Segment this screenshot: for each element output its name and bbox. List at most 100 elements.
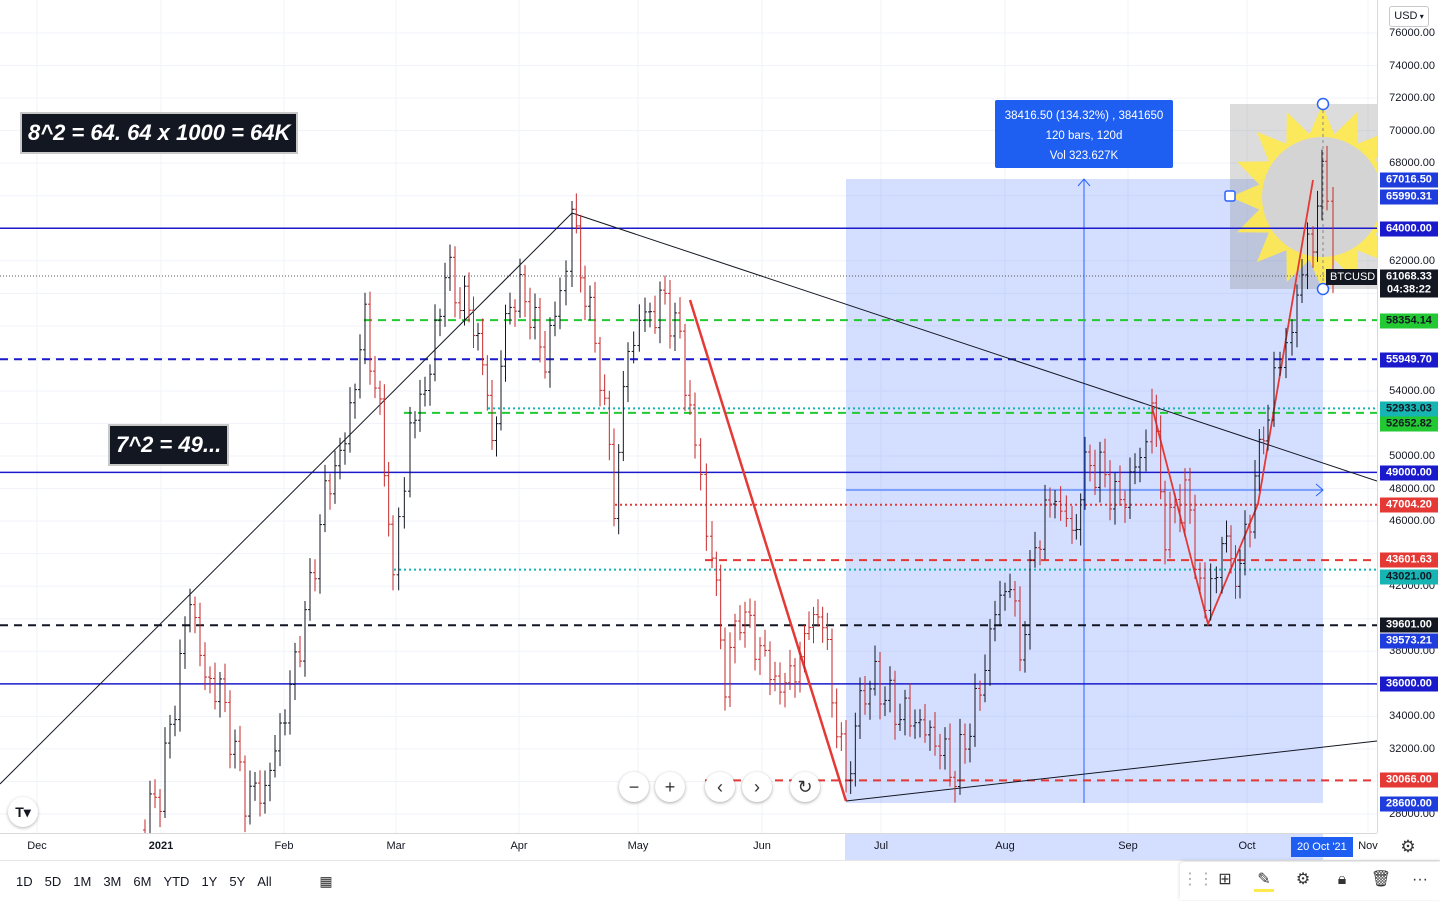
timeframe-button-ytd[interactable]: YTD xyxy=(163,874,190,889)
price-tag: 30066.00 xyxy=(1380,772,1438,788)
time-label: Sep xyxy=(1118,840,1138,852)
price-tag: 43021.00 xyxy=(1380,569,1438,585)
drawing-toolbar xyxy=(1180,862,1440,900)
timeframe-button-5y[interactable]: 5Y xyxy=(229,874,246,889)
price-tick-label: 54000.00 xyxy=(1389,384,1435,397)
price-tag: 65990.31 xyxy=(1380,189,1438,205)
calendar-icon: ▦ xyxy=(319,873,333,889)
timeframe-button-all[interactable]: All xyxy=(257,874,272,889)
currency-selector[interactable]: USD ▾ xyxy=(1389,6,1429,27)
template-button[interactable]: ⊞ xyxy=(1212,868,1238,892)
currency-label: USD xyxy=(1394,10,1418,22)
time-label: Aug xyxy=(995,840,1015,852)
scroll-left-button[interactable]: ‹ xyxy=(705,772,735,802)
price-tag: 49000.00 xyxy=(1380,465,1438,481)
price-tag: 39601.00 xyxy=(1380,617,1438,633)
time-label: Mar xyxy=(386,840,406,852)
gear-icon: ⚙ xyxy=(1400,837,1416,856)
price-tag: 39573.21 xyxy=(1380,633,1438,649)
timeframe-button-6m[interactable]: 6M xyxy=(133,874,152,889)
price-tick-label: 34000.00 xyxy=(1389,710,1435,723)
time-label: Nov xyxy=(1358,840,1378,852)
range-arrow-head-up xyxy=(1077,178,1091,187)
drawing-handle-left xyxy=(1224,190,1236,202)
lock-button[interactable]: 🔒︎ xyxy=(1329,868,1355,892)
price-tick-label: 74000.00 xyxy=(1389,59,1435,72)
timeframe-button-5d[interactable]: 5D xyxy=(44,874,62,889)
trendline-falling xyxy=(571,212,1377,482)
paint-bucket-icon: ✎ xyxy=(1257,871,1271,888)
zoom-out-button[interactable]: − xyxy=(619,772,649,802)
measure-info-box: 38416.50 (134.32%) , 3841650 120 bars, 1… xyxy=(995,100,1173,168)
sun-center xyxy=(1262,137,1377,257)
price-tick-label: 46000.00 xyxy=(1389,515,1435,528)
chevron-down-icon: ▾ xyxy=(1417,12,1424,21)
measure-line-3: Vol 323.627K xyxy=(1049,150,1119,162)
annotation-middle[interactable]: 7^2 = 49... xyxy=(108,424,230,466)
symbol-label: BTCUSD xyxy=(1326,269,1377,285)
drawing-settings-button[interactable]: ⚙ xyxy=(1290,868,1316,892)
price-tag: 58354.14 xyxy=(1380,313,1438,329)
price-tag: 47004.20 xyxy=(1380,497,1438,513)
price-tag: 52933.03 xyxy=(1380,401,1438,417)
tradingview-logo-icon[interactable]: T▾ xyxy=(8,797,38,827)
chart-canvas[interactable]: 8^2 = 64. 64 x 1000 = 64K 7^2 = 49... 38… xyxy=(0,0,1377,833)
drawing-handle-top xyxy=(1316,97,1330,111)
time-label: Dec xyxy=(27,840,47,852)
reset-icon: ↻ xyxy=(797,777,813,797)
time-label: Feb xyxy=(274,840,294,852)
price-axis[interactable]: USD ▾ 76000.00 74000.00 72000.00 70000.00 68… xyxy=(1377,0,1440,833)
trendline-support xyxy=(845,740,1377,802)
time-label: May xyxy=(627,840,649,852)
time-range-highlight xyxy=(845,834,1323,861)
time-axis[interactable]: Dec 2021 Feb Mar Apr May Jun Jul Aug Sep Oct Nov 20… xyxy=(0,833,1378,861)
chart-drawing xyxy=(0,0,1377,833)
red-drop-line xyxy=(688,299,848,802)
price-tag: 28600.00 xyxy=(1380,796,1438,812)
color-swatch xyxy=(1254,889,1274,892)
color-button[interactable]: ✎ xyxy=(1251,868,1277,892)
delete-button[interactable]: 🗑︎ xyxy=(1368,868,1394,892)
lock-icon: 🔒︎ xyxy=(1337,871,1347,888)
current-date-label: 20 Oct '21 xyxy=(1291,837,1353,857)
drawing-handle-bottom xyxy=(1316,282,1330,296)
price-tick-label: 72000.00 xyxy=(1389,92,1435,105)
price-tag: 55949.70 xyxy=(1380,352,1438,368)
trendline-rising xyxy=(0,212,573,785)
price-tick-label: 62000.00 xyxy=(1389,254,1435,267)
time-label: Jul xyxy=(873,840,889,852)
more-icon: ··· xyxy=(1412,871,1428,888)
time-label: Jun xyxy=(753,840,771,852)
measure-line-1: 38416.50 (134.32%) , 3841650 xyxy=(1004,110,1164,122)
price-tag: 43601.63 xyxy=(1380,552,1438,568)
timeframe-button-1m[interactable]: 1M xyxy=(73,874,92,889)
price-tick-label: 70000.00 xyxy=(1389,124,1435,137)
timeframe-button-3m[interactable]: 3M xyxy=(103,874,122,889)
date-range-button[interactable]: ▦ xyxy=(314,869,338,893)
reset-chart-button[interactable]: ↻ xyxy=(790,772,820,802)
range-arrow-head-right xyxy=(1315,483,1324,497)
chevron-left-icon: ‹ xyxy=(717,777,723,797)
timeframe-button-1d[interactable]: 1D xyxy=(16,874,33,889)
axis-settings-button[interactable]: ⚙ xyxy=(1396,836,1420,858)
drag-handle-icon[interactable]: ⋮⋮ xyxy=(1182,871,1214,888)
time-label: Oct xyxy=(1238,840,1256,852)
measure-line-2: 120 bars, 120d xyxy=(1045,130,1123,142)
annotation-top[interactable]: 8^2 = 64. 64 x 1000 = 64K xyxy=(20,112,299,154)
price-tag: 04:38:22 xyxy=(1380,282,1438,298)
grid-icon: ⊞ xyxy=(1218,871,1232,888)
zoom-in-button[interactable]: + xyxy=(655,772,685,802)
price-tick-label: 48000.00 xyxy=(1389,482,1435,495)
timeframe-list: 1D 5D 1M 3M 6M YTD 1Y 5Y All xyxy=(16,873,284,891)
gear-icon: ⚙ xyxy=(1295,871,1311,888)
time-label: Apr xyxy=(510,840,528,852)
price-tick-label: 50000.00 xyxy=(1389,450,1435,463)
more-button[interactable]: ··· xyxy=(1407,868,1433,892)
scroll-right-button[interactable]: › xyxy=(742,772,772,802)
price-tick-label: 68000.00 xyxy=(1389,157,1435,170)
price-tag: 61068.33 xyxy=(1380,269,1438,285)
price-tick-label: 76000.00 xyxy=(1389,27,1435,39)
timeframe-button-1y[interactable]: 1Y xyxy=(201,874,218,889)
time-label: 2021 xyxy=(148,840,174,852)
price-tick-label: 32000.00 xyxy=(1389,742,1435,755)
